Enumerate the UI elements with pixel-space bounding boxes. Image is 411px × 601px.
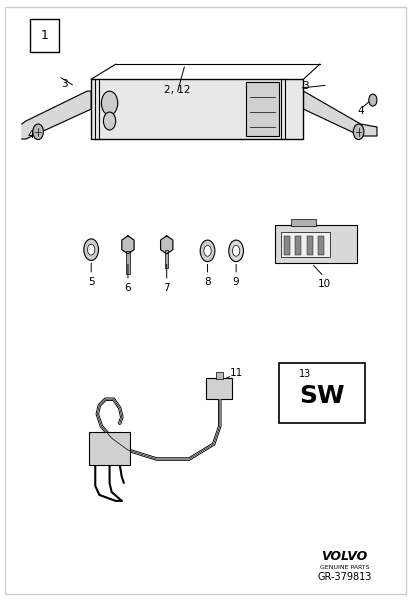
FancyBboxPatch shape [279,364,365,423]
Text: 7: 7 [164,283,170,293]
Text: 3: 3 [302,81,309,91]
Circle shape [200,240,215,261]
FancyBboxPatch shape [216,372,223,379]
Text: 2, 12: 2, 12 [164,85,190,95]
FancyBboxPatch shape [281,233,330,257]
Circle shape [84,239,99,260]
Text: 8: 8 [204,277,211,287]
Text: 6: 6 [125,283,131,293]
FancyBboxPatch shape [30,19,58,52]
FancyBboxPatch shape [89,432,130,465]
Text: 11: 11 [229,368,243,379]
Polygon shape [122,236,134,254]
Text: 10: 10 [317,279,330,288]
Text: 13: 13 [299,369,312,379]
Polygon shape [303,91,377,136]
FancyBboxPatch shape [275,225,356,263]
Text: GENUINE PARTS: GENUINE PARTS [319,565,369,570]
FancyBboxPatch shape [307,236,313,255]
Text: GR-379813: GR-379813 [317,572,372,582]
Circle shape [104,112,115,130]
Circle shape [102,91,118,115]
Circle shape [353,124,364,139]
Circle shape [33,124,44,139]
Circle shape [369,94,377,106]
Circle shape [88,244,95,255]
Circle shape [233,245,240,256]
FancyBboxPatch shape [206,378,232,399]
FancyBboxPatch shape [165,249,169,267]
Text: 1: 1 [40,29,48,42]
Circle shape [229,240,243,261]
Text: 4: 4 [357,106,364,116]
FancyBboxPatch shape [318,236,324,255]
Circle shape [204,245,211,256]
Text: 5: 5 [88,277,95,287]
Text: 9: 9 [233,277,240,287]
Text: SW: SW [299,384,345,408]
Text: 3: 3 [61,79,68,89]
Polygon shape [22,91,91,139]
Text: VOLVO: VOLVO [321,550,367,563]
FancyBboxPatch shape [296,236,301,255]
FancyBboxPatch shape [126,251,129,273]
FancyBboxPatch shape [284,236,290,255]
Text: 4: 4 [28,130,35,141]
FancyBboxPatch shape [246,82,279,136]
FancyBboxPatch shape [91,79,303,139]
Polygon shape [161,236,173,254]
FancyBboxPatch shape [291,219,316,226]
